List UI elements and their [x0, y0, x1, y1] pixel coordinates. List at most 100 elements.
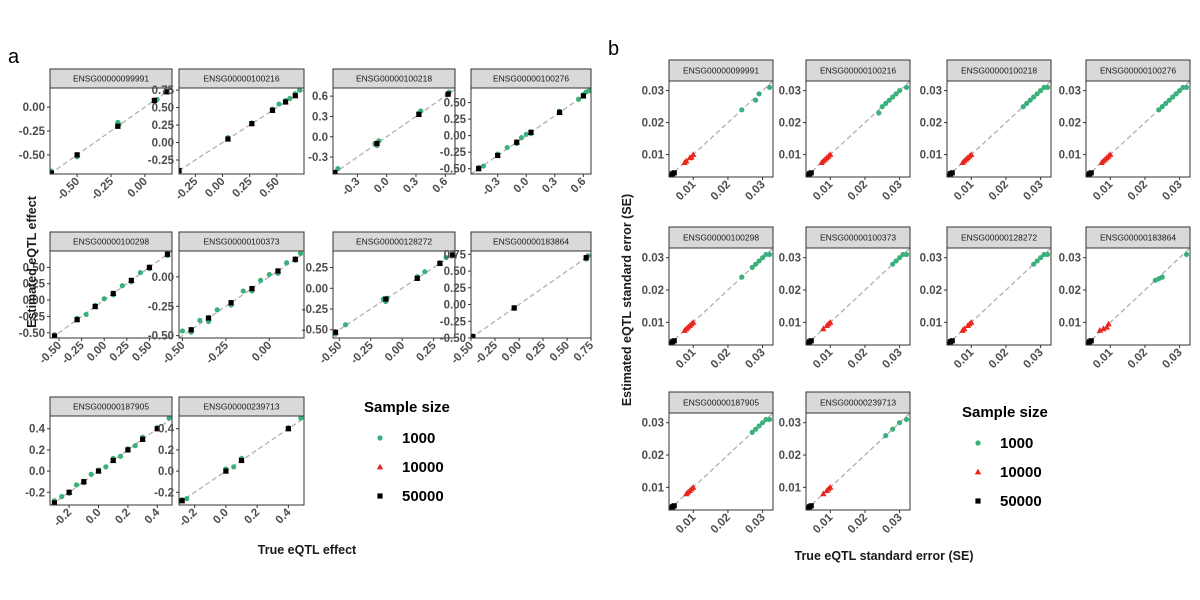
y-tick-label: 0.01 — [779, 482, 802, 494]
legend-title: Sample size — [962, 404, 1048, 421]
x-tick-label: 0.25 — [108, 339, 133, 364]
panel-frame — [668, 412, 774, 511]
x-tick-label: -0.50 — [161, 340, 188, 367]
y-tick-label: 0.03 — [642, 418, 664, 430]
y-tick-label: 0.0 — [158, 466, 174, 478]
x-tick-label: 0.0 — [512, 176, 532, 196]
legend-label: 1000 — [1000, 435, 1033, 452]
point-1000 — [749, 429, 755, 435]
points-group — [51, 251, 171, 338]
x-tick-label: 0.03 — [880, 347, 904, 371]
point-50000 — [164, 251, 171, 257]
panel-frame — [49, 250, 173, 339]
point-1000 — [287, 95, 293, 102]
points-group — [947, 251, 1051, 345]
point-50000 — [125, 447, 131, 453]
panel-frame — [332, 87, 456, 175]
x-tick-label: 0.00 — [250, 340, 274, 364]
y-tick-label: -0.50 — [440, 333, 466, 345]
x-tick-label: 0.02 — [987, 347, 1011, 371]
y-tick-label: 0.75 — [152, 85, 175, 97]
points-group — [333, 89, 452, 174]
point-50000 — [179, 167, 182, 174]
x-tick-label: 0.02 — [709, 512, 733, 536]
point-1000 — [1031, 94, 1037, 100]
identity-line — [333, 88, 455, 174]
x-tick-label: 0.02 — [1126, 179, 1150, 203]
x-tick-label: 0.50 — [258, 176, 282, 200]
point-50000 — [110, 290, 116, 297]
point-1000 — [756, 423, 762, 429]
point-1000 — [504, 144, 510, 151]
point-50000 — [476, 166, 482, 172]
point-50000 — [975, 498, 981, 504]
y-tick-label: 0.2 — [158, 445, 174, 457]
point-1000 — [576, 96, 582, 102]
x-tick-label: 0.00 — [500, 340, 524, 364]
point-10000 — [968, 318, 975, 325]
point-1000 — [179, 328, 186, 334]
panel-frame — [1085, 247, 1191, 346]
point-1000 — [756, 91, 762, 97]
legend: Sample size 1000 10000 50000 — [364, 399, 450, 505]
point-1000 — [422, 269, 428, 275]
point-50000 — [74, 152, 80, 158]
x-tick-label: 0.0 — [84, 507, 104, 527]
y-tick-label: 0.01 — [1059, 317, 1082, 329]
point-50000 — [128, 277, 134, 284]
point-1000 — [753, 261, 759, 267]
y-tick-label: 0.01 — [642, 317, 665, 329]
y-tick-label: 0.03 — [920, 86, 942, 98]
x-tick-label: 0.01 — [674, 178, 699, 203]
y-tick-label: 0.0 — [312, 132, 328, 144]
point-50000 — [154, 426, 160, 432]
x-tick-label: 0.3 — [401, 176, 421, 196]
point-1000 — [893, 91, 899, 97]
point-1000 — [1177, 88, 1183, 94]
x-tick-label: 0.03 — [743, 347, 767, 371]
point-50000 — [51, 500, 58, 505]
y-tick-label: 0.25 — [23, 279, 46, 291]
point-1000 — [1034, 258, 1040, 264]
y-tick-label: -0.50 — [19, 150, 45, 162]
facet-panel: ENSG00000183864-0.50-0.250.000.250.500.7… — [440, 231, 597, 367]
facet-title: ENSG00000239713 — [820, 398, 896, 408]
point-50000 — [437, 260, 443, 267]
panel-frame — [805, 412, 911, 511]
facet-panel: ENSG00000183864 0.01 0.02 0.03 0.01 0.02 0.03 — [1059, 226, 1191, 371]
point-50000 — [92, 304, 98, 310]
x-tick-label: 0.00 — [85, 340, 109, 364]
facet-title: ENSG00000183864 — [1100, 233, 1176, 243]
point-1000 — [1044, 251, 1051, 258]
y-tick-label: 0.01 — [779, 317, 802, 329]
point-1000 — [184, 496, 190, 502]
x-tick-label: 0.02 — [846, 512, 870, 536]
point-50000 — [671, 170, 677, 176]
x-tick-label: 0.6 — [431, 176, 451, 196]
point-50000 — [140, 436, 146, 442]
facet-title: ENSG00000128272 — [356, 237, 432, 247]
facet-title: ENSG00000187905 — [683, 398, 759, 408]
y-tick-label: 0.02 — [642, 450, 664, 462]
y-tick-label: 0.02 — [779, 285, 801, 297]
point-1000 — [284, 260, 290, 266]
y-tick-label: -0.25 — [148, 301, 175, 313]
panel-frame — [1085, 80, 1191, 178]
point-50000 — [556, 109, 563, 116]
point-1000 — [1183, 251, 1190, 258]
point-10000 — [1100, 325, 1107, 332]
x-tick-label: 0.01 — [811, 346, 836, 371]
y-tick-label: 0.03 — [779, 253, 801, 265]
point-1000 — [257, 277, 264, 283]
y-tick-label: 0.50 — [444, 98, 466, 110]
point-1000 — [883, 433, 889, 439]
x-tick-label: -0.50 — [317, 340, 344, 367]
x-tick-label: 0.50 — [548, 340, 572, 364]
panel-label-a: a — [8, 46, 20, 68]
y-tick-label: 0.3 — [312, 111, 328, 123]
y-tick-label: 0.00 — [23, 102, 45, 114]
y-tick-label: -0.50 — [19, 328, 45, 340]
points-group — [50, 88, 170, 174]
point-50000 — [511, 305, 517, 311]
point-50000 — [66, 489, 72, 495]
